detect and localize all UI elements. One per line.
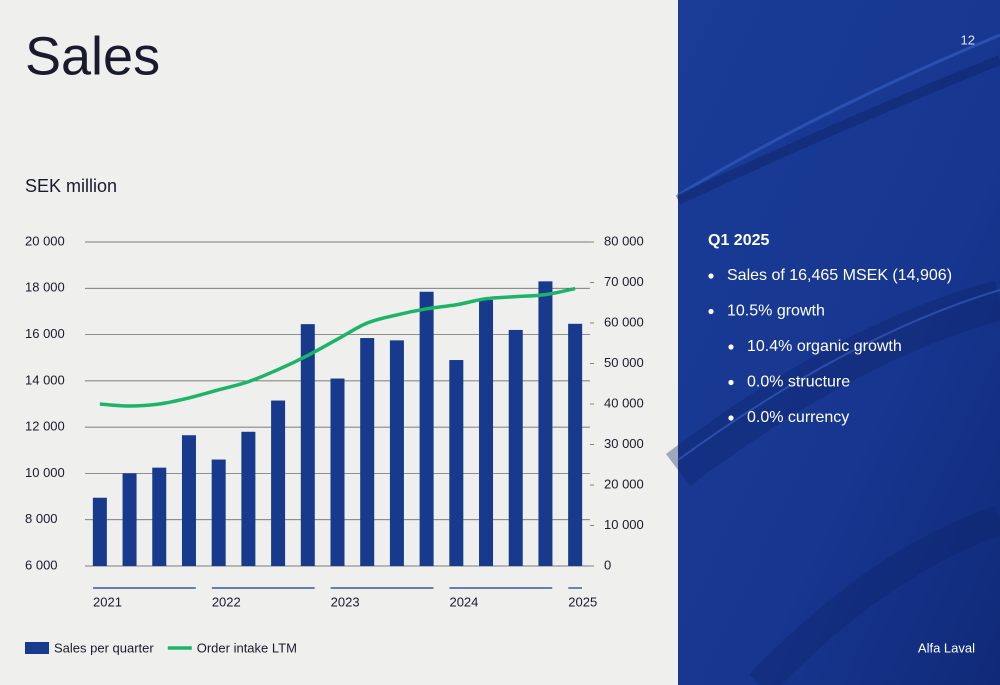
bar <box>508 329 523 566</box>
bullet-text: 10.4% organic growth <box>747 338 902 355</box>
x-tick-label: 2021 <box>93 594 122 609</box>
bar <box>330 378 345 566</box>
bar <box>122 473 137 566</box>
y-tick-label: 8 000 <box>25 511 58 526</box>
legend-swatch <box>25 642 49 654</box>
bullet-text: Sales of 16,465 MSEK (14,906) <box>727 267 952 284</box>
bar <box>181 435 196 566</box>
y2-tick-label: 20 000 <box>604 476 644 491</box>
x-tick-label: 2024 <box>449 594 478 609</box>
bullet-dot <box>708 308 714 315</box>
brand: Alfa Laval <box>918 640 975 655</box>
bar <box>211 459 226 566</box>
page-number: 12 <box>961 32 975 47</box>
bullet-dot <box>728 379 734 386</box>
y2-tick-label: 50 000 <box>604 355 644 370</box>
bar <box>449 360 464 566</box>
bar <box>568 323 583 566</box>
x-tick-label: 2022 <box>212 594 241 609</box>
bar <box>538 281 553 566</box>
line <box>99 286 576 408</box>
y-tick-label: 6 000 <box>25 557 58 572</box>
panel-curves <box>665 33 1000 685</box>
y-tick-label: 10 000 <box>25 465 65 480</box>
x-tick-label: 2025 <box>568 594 597 609</box>
bullet-text: 10.5% growth <box>727 303 825 320</box>
bar <box>92 497 107 566</box>
background <box>0 0 678 685</box>
bullet-text: 0.0% currency <box>747 409 849 426</box>
bar <box>389 340 404 566</box>
y-tick-label: 20 000 <box>25 233 65 248</box>
y2-tick-label: 70 000 <box>604 274 644 289</box>
bar <box>360 338 375 566</box>
y2-tick-label: 0 <box>604 557 611 572</box>
x-tick-label: 2023 <box>331 594 360 609</box>
panel-heading: Q1 2025 <box>708 232 769 249</box>
y-tick-label: 18 000 <box>25 280 65 295</box>
bar <box>271 400 286 566</box>
y-tick-label: 14 000 <box>25 372 65 387</box>
bar <box>479 299 494 566</box>
bar <box>300 324 315 566</box>
side-panel <box>678 0 1000 685</box>
legend-label: Sales per quarter <box>54 640 154 655</box>
bullet-dot <box>728 344 734 350</box>
y-axis-label: SEK million <box>25 176 117 196</box>
bar <box>419 291 434 566</box>
y2-tick-label: 80 000 <box>604 233 644 248</box>
y-tick-label: 16 000 <box>25 326 65 341</box>
slide-title: Sales <box>25 26 160 86</box>
y2-tick-label: 40 000 <box>604 395 644 410</box>
y2-tick-label: 10 000 <box>604 517 644 532</box>
y2-tick-label: 60 000 <box>604 314 644 329</box>
legend-label: Order intake LTM <box>197 640 297 655</box>
bullet-dot <box>728 415 734 421</box>
bar <box>241 431 256 566</box>
y2-tick-label: 30 000 <box>604 436 644 451</box>
bullet-dot <box>708 273 714 279</box>
y-tick-label: 12 000 <box>25 419 65 434</box>
bullet-text: 0.0% structure <box>747 374 850 391</box>
bar <box>152 467 167 566</box>
